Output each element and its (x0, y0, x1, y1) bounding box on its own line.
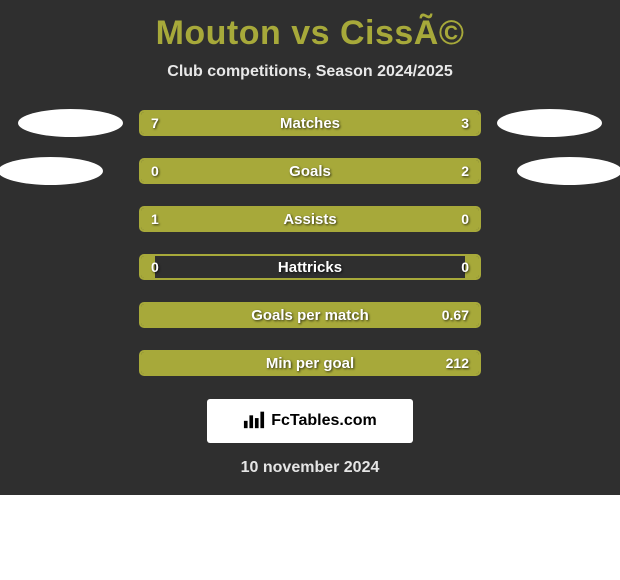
bar-fill-right (465, 256, 479, 278)
stats-container: Matches73 Goals02 Assists10 Hattricks00 Goal… (0, 109, 620, 377)
bar-fill-left (141, 160, 209, 182)
stat-row: Matches73 (8, 109, 612, 137)
subtitle: Club competitions, Season 2024/2025 (0, 63, 620, 81)
page-title: Mouton vs CissÃ© (0, 14, 620, 53)
stat-bar: Goals per match0.67 (139, 302, 481, 328)
bar-fill-right (411, 208, 479, 230)
player-oval-left (18, 109, 123, 137)
oval-placeholder (497, 205, 602, 233)
date-label: 10 november 2024 (0, 459, 620, 477)
stat-bar: Assists10 (139, 206, 481, 232)
oval-placeholder (497, 349, 602, 377)
stat-row: Hattricks00 (8, 253, 612, 281)
stat-bar: Hattricks00 (139, 254, 481, 280)
bar-fill-right (378, 112, 479, 134)
player-oval-left (0, 157, 103, 185)
oval-placeholder (18, 205, 123, 233)
comparison-card: Mouton vs CissÃ© Club competitions, Seas… (0, 0, 620, 495)
bar-fill-left (141, 112, 378, 134)
bar-fill-left (141, 208, 411, 230)
stat-bar: Min per goal212 (139, 350, 481, 376)
bar-fill-left (141, 304, 479, 326)
stat-row: Assists10 (8, 205, 612, 233)
bar-fill-left (141, 256, 155, 278)
oval-placeholder (497, 253, 602, 281)
player-oval-right (497, 109, 602, 137)
bar-fill-right (209, 160, 479, 182)
stat-bar: Matches73 (139, 110, 481, 136)
player-oval-right (517, 157, 620, 185)
stat-row: Goals02 (8, 157, 612, 185)
stat-label: Hattricks (141, 256, 479, 278)
oval-placeholder (18, 253, 123, 281)
stat-row: Goals per match0.67 (8, 301, 612, 329)
bar-fill-left (141, 352, 479, 374)
brand-label: FcTables.com (271, 412, 377, 430)
oval-placeholder (18, 349, 123, 377)
brand-badge[interactable]: FcTables.com (207, 399, 413, 443)
oval-placeholder (497, 301, 602, 329)
chart-icon (243, 409, 265, 434)
stat-row: Min per goal212 (8, 349, 612, 377)
stat-bar: Goals02 (139, 158, 481, 184)
oval-placeholder (18, 301, 123, 329)
